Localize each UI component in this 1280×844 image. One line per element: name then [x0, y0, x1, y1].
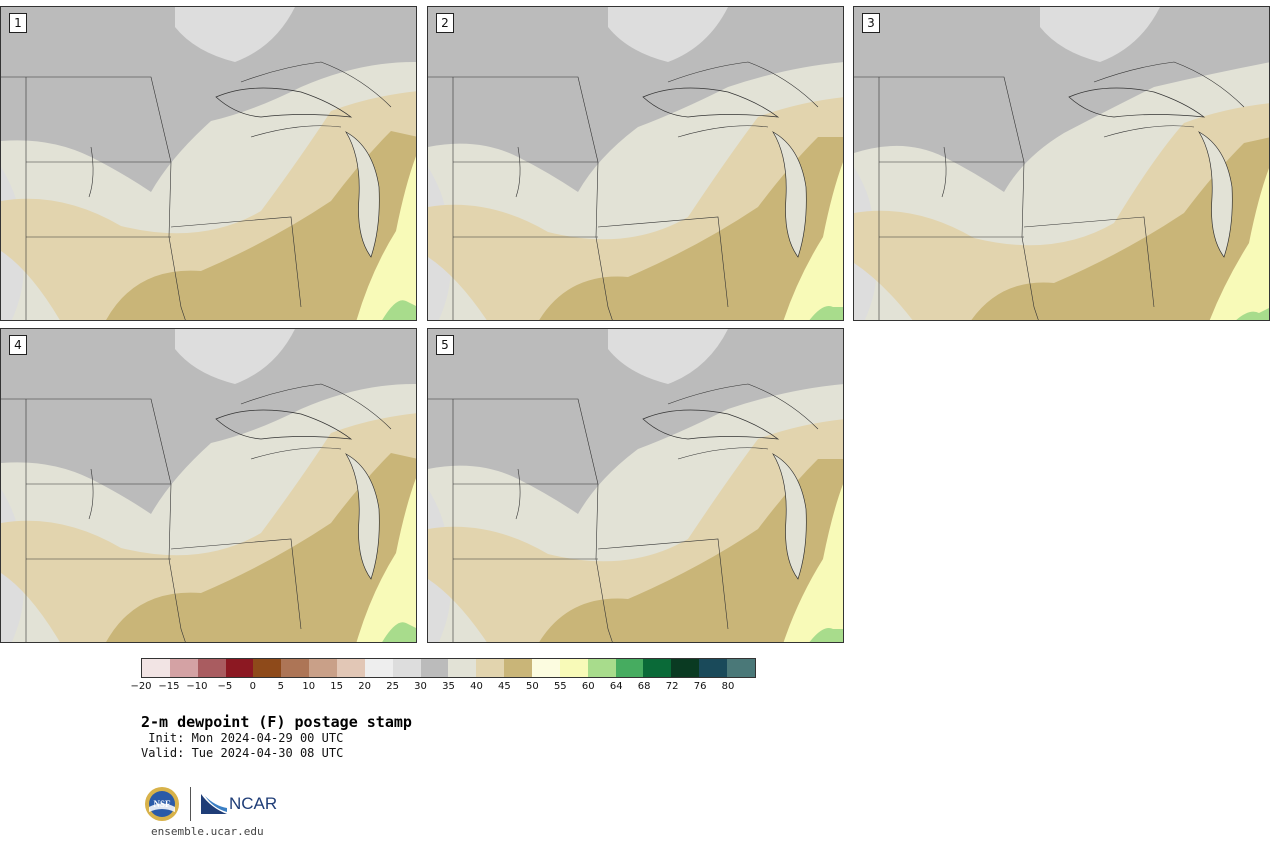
colorbar-tick-label: 0	[249, 681, 256, 692]
colorbar-swatch	[559, 659, 588, 677]
colorbar-swatch	[337, 659, 365, 677]
colorbar-tick-label: −10	[186, 681, 208, 692]
colorbar-tick-label: 5	[277, 681, 284, 692]
colorbar-tick-label: 15	[330, 681, 344, 692]
ncar-wordmark: NCAR	[229, 794, 278, 813]
colorbar-swatch	[448, 659, 477, 677]
website-link[interactable]: ensemble.ucar.edu	[151, 825, 264, 838]
colorbar-swatch	[420, 659, 449, 677]
colorbar-tick-label: 25	[386, 681, 399, 692]
panel-number: 1	[9, 13, 27, 33]
nsf-logo: NSF	[145, 787, 179, 821]
colorbar-swatch	[727, 659, 755, 677]
stamp-panel-5[interactable]: 5	[427, 328, 844, 643]
colorbar-tick-label: 30	[414, 681, 427, 692]
init-time: Init: Mon 2024-04-29 00 UTC	[141, 731, 344, 745]
colorbar-tick-label: 10	[302, 681, 316, 692]
colorbar-tick-label: 20	[358, 681, 371, 692]
colorbar-swatch	[615, 659, 644, 677]
colorbar-swatch	[169, 659, 198, 677]
colorbar-tick-label: 35	[442, 681, 455, 692]
panel-number: 3	[862, 13, 880, 33]
plot-title: 2-m dewpoint (F) postage stamp	[141, 713, 412, 731]
colorbar-swatch	[643, 659, 672, 677]
colorbar-swatch	[142, 659, 170, 677]
colorbar-swatch	[699, 659, 728, 677]
colorbar-swatch	[392, 659, 421, 677]
colorbar-tick-label: −20	[130, 681, 152, 692]
ncar-emblem-icon	[201, 794, 227, 814]
colorbar-swatch	[504, 659, 533, 677]
logo-divider	[190, 787, 191, 821]
colorbar-tick-label: 60	[581, 681, 595, 692]
panel-number: 4	[9, 335, 27, 355]
colorbar-tick-label: 50	[525, 681, 539, 692]
colorbar-tick-label: 80	[721, 681, 735, 692]
dewpoint-map	[428, 7, 843, 320]
colorbar-swatch	[225, 659, 254, 677]
stamp-panel-1[interactable]: 1	[0, 6, 417, 321]
colorbar-tick-label: 68	[637, 681, 651, 692]
colorbar-tick-label: 55	[553, 681, 567, 692]
colorbar-swatch	[253, 659, 282, 677]
logo-bar: NSF NCAR	[144, 785, 277, 823]
stamp-panel-3[interactable]: 3	[853, 6, 1270, 321]
colorbar-swatch	[671, 659, 700, 677]
colorbar-tick-label: 45	[498, 681, 511, 692]
colorbar-swatch	[364, 659, 393, 677]
svg-text:NSF: NSF	[153, 799, 171, 809]
colorbar-tick-label: −15	[158, 681, 180, 692]
valid-time: Valid: Tue 2024-04-30 08 UTC	[141, 746, 344, 760]
dewpoint-map	[1, 7, 416, 320]
colorbar-tick-label: 72	[665, 681, 679, 692]
panel-number: 2	[436, 13, 454, 33]
colorbar-tick-label: 64	[609, 681, 623, 692]
stamp-panel-4[interactable]: 4	[0, 328, 417, 643]
panel-number: 5	[436, 335, 454, 355]
colorbar-tick-label: 40	[470, 681, 483, 692]
dewpoint-map	[1, 329, 416, 642]
colorbar-swatch	[197, 659, 226, 677]
colorbar	[141, 658, 756, 678]
dewpoint-map	[854, 7, 1269, 320]
colorbar-tick-label: 76	[693, 681, 707, 692]
colorbar-swatch	[587, 659, 616, 677]
stamp-panel-2[interactable]: 2	[427, 6, 844, 321]
colorbar-swatch	[281, 659, 310, 677]
colorbar-swatch	[532, 659, 560, 677]
ncar-logo: NCAR	[201, 794, 277, 814]
colorbar-swatch	[309, 659, 338, 677]
colorbar-swatch	[476, 659, 505, 677]
dewpoint-map	[428, 329, 843, 642]
colorbar-tick-label: −5	[217, 681, 233, 692]
colorbar-ticks: −20 −15 −10 −5 0 5 10 15 20 25 30 35 40 45 50 55 60 64 68 7…	[130, 681, 756, 695]
